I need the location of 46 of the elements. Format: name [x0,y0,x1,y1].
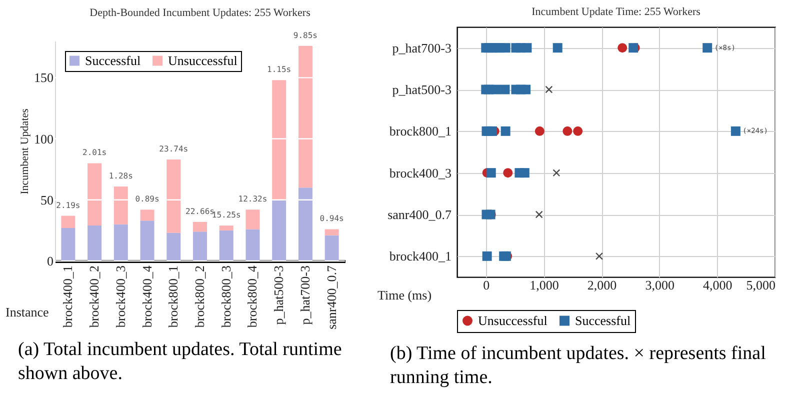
x-tick-label: brock400_4 [139,265,154,328]
legend-label: Unsuccessful [478,312,548,328]
legend-label: Successful [85,52,141,68]
annotation: 1.15s [267,65,292,74]
annotation: 0.89s [135,194,160,204]
y-tick-label: sanr400_0.7 [388,207,452,222]
text: (b) Time of incumbent updates. × represents final running time. [389,342,767,390]
annotation: 2.19s [56,200,80,210]
y-tick-label: brock800_1 [389,124,452,139]
y-axis-title: Incumbent Updates [19,108,31,194]
annotation: 12.32s [238,194,268,204]
x-tick-label: 0 [483,278,490,292]
annotation: 0.94s [320,214,344,224]
chart-title: Depth-Bounded Incumbent Updates: 255 Workers [90,6,310,19]
annotation: 2.01s [82,148,107,158]
y-tick-label: 0 [47,254,54,268]
annotation: 9.85s [293,30,318,40]
x-tick-label: brock800_3 [218,266,234,328]
x-tick-label: brock800_4 [244,265,260,328]
x-tick-label: p_hat700-3 [297,266,312,325]
x-tick-label: 2,000 [587,278,617,292]
legend-label: Successful [575,312,631,328]
x-tick-label: sanr400_0.7 [324,265,339,330]
x-tick-label: 5,000 [746,278,776,292]
y-tick-label: brock400_3 [389,165,452,180]
y-tick-label: brock400_1 [389,248,452,264]
legend-label: Unsuccessful [168,52,238,68]
x-tick-label: brock400_3 [112,266,128,328]
x-axis-title: Time (ms) [378,288,432,302]
x-tick-label: brock800_1 [166,266,181,328]
x-tick-label: p_hat500-3 [271,266,286,325]
y-tick-label: 100 [34,131,54,146]
x-tick-label: brock400_2 [86,266,102,328]
x-tick-label: 4,000 [703,278,732,292]
y-tick-label: 150 [34,70,54,86]
x-tick-label: brock800_2 [192,266,207,328]
annotation: 23.74s [159,144,188,154]
text: (a) Total incumbent updates. Total runtime shown above. [17,338,343,386]
y-tick-label: 50 [40,192,54,208]
x-tick-label: 3,000 [645,278,674,292]
annotation: 1.28s [108,171,134,180]
x-axis-title: Instance [6,304,50,320]
x-tick-label: 1,000 [530,278,559,292]
y-tick-label: p_hat700-3 [392,40,452,56]
y-tick-label: p_hat500-3 [392,82,452,97]
chart-title: Incumbent Update Time: 255 Workers [532,6,700,18]
